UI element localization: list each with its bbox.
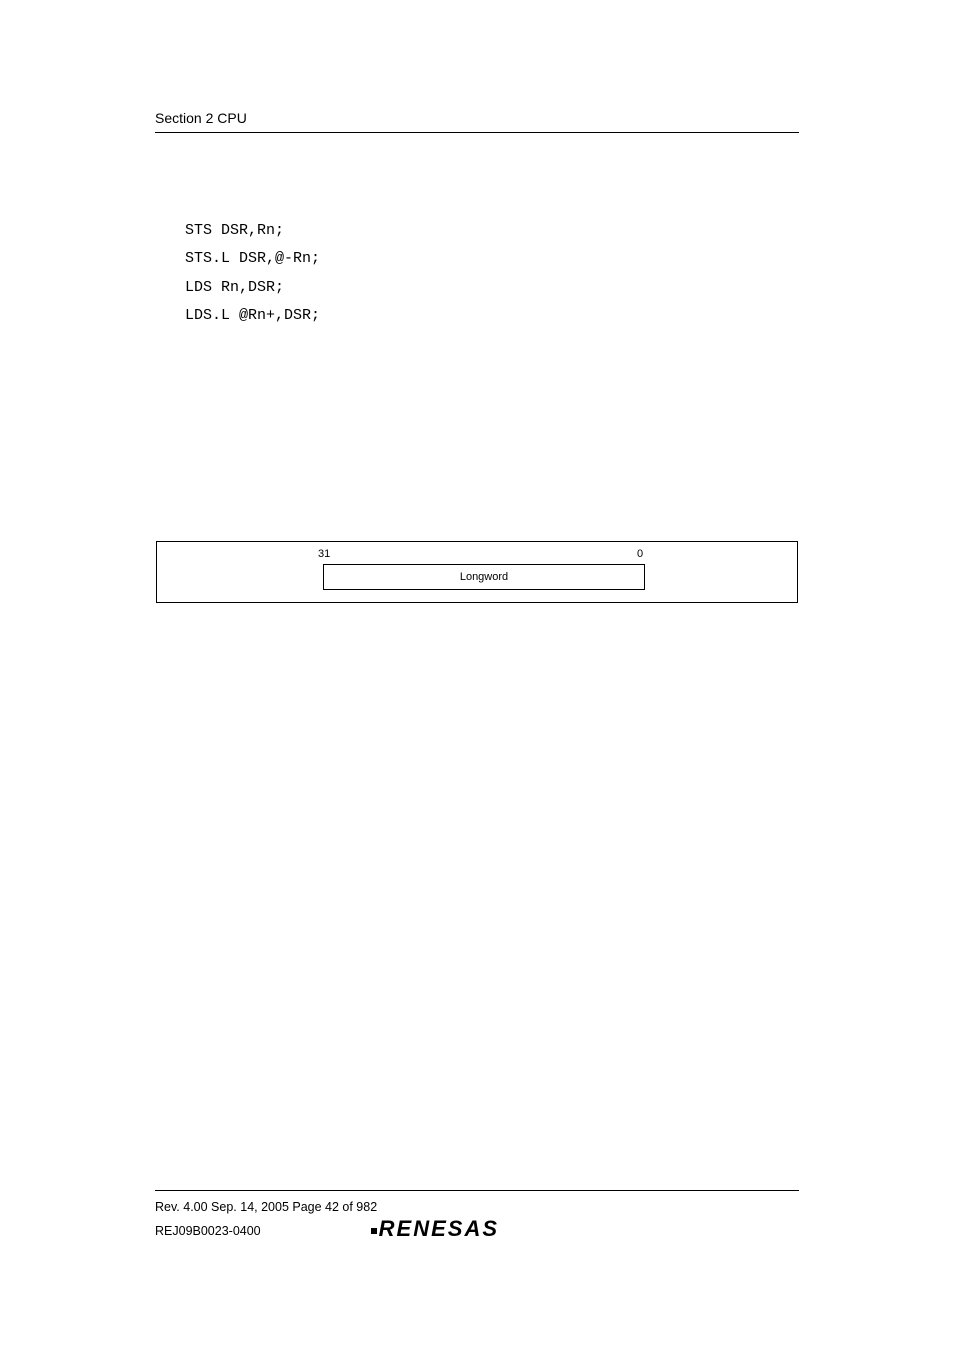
code-line: STS DSR,Rn; xyxy=(185,222,284,239)
footer-rule xyxy=(155,1190,799,1191)
longword-box: Longword xyxy=(323,564,645,590)
page-footer: Rev. 4.00 Sep. 14, 2005 Page 42 of 982 R… xyxy=(155,1190,799,1246)
code-line: STS.L DSR,@-Rn; xyxy=(185,250,320,267)
code-block: STS DSR,Rn; STS.L DSR,@-Rn; LDS Rn,DSR; … xyxy=(185,188,799,331)
bit-label-high: 31 xyxy=(318,548,330,560)
renesas-logo: RENESAS xyxy=(371,1211,499,1246)
logo-dot-icon xyxy=(371,1228,377,1234)
section-title: Section 2 CPU xyxy=(155,110,247,126)
logo-text: RENESAS xyxy=(379,1211,499,1246)
footer-line-doc: REJ09B0023-0400 xyxy=(155,1221,261,1241)
code-line: LDS Rn,DSR; xyxy=(185,279,284,296)
longword-label: Longword xyxy=(460,571,508,583)
diagram-container: 31 0 Longword xyxy=(155,541,799,603)
header-rule: Section 2 CPU xyxy=(155,110,799,133)
diagram-outer-frame: 31 0 Longword xyxy=(156,541,798,603)
code-line: LDS.L @Rn+,DSR; xyxy=(185,307,320,324)
footer-text-block: Rev. 4.00 Sep. 14, 2005 Page 42 of 982 R… xyxy=(155,1197,799,1246)
bit-label-low: 0 xyxy=(637,548,643,560)
